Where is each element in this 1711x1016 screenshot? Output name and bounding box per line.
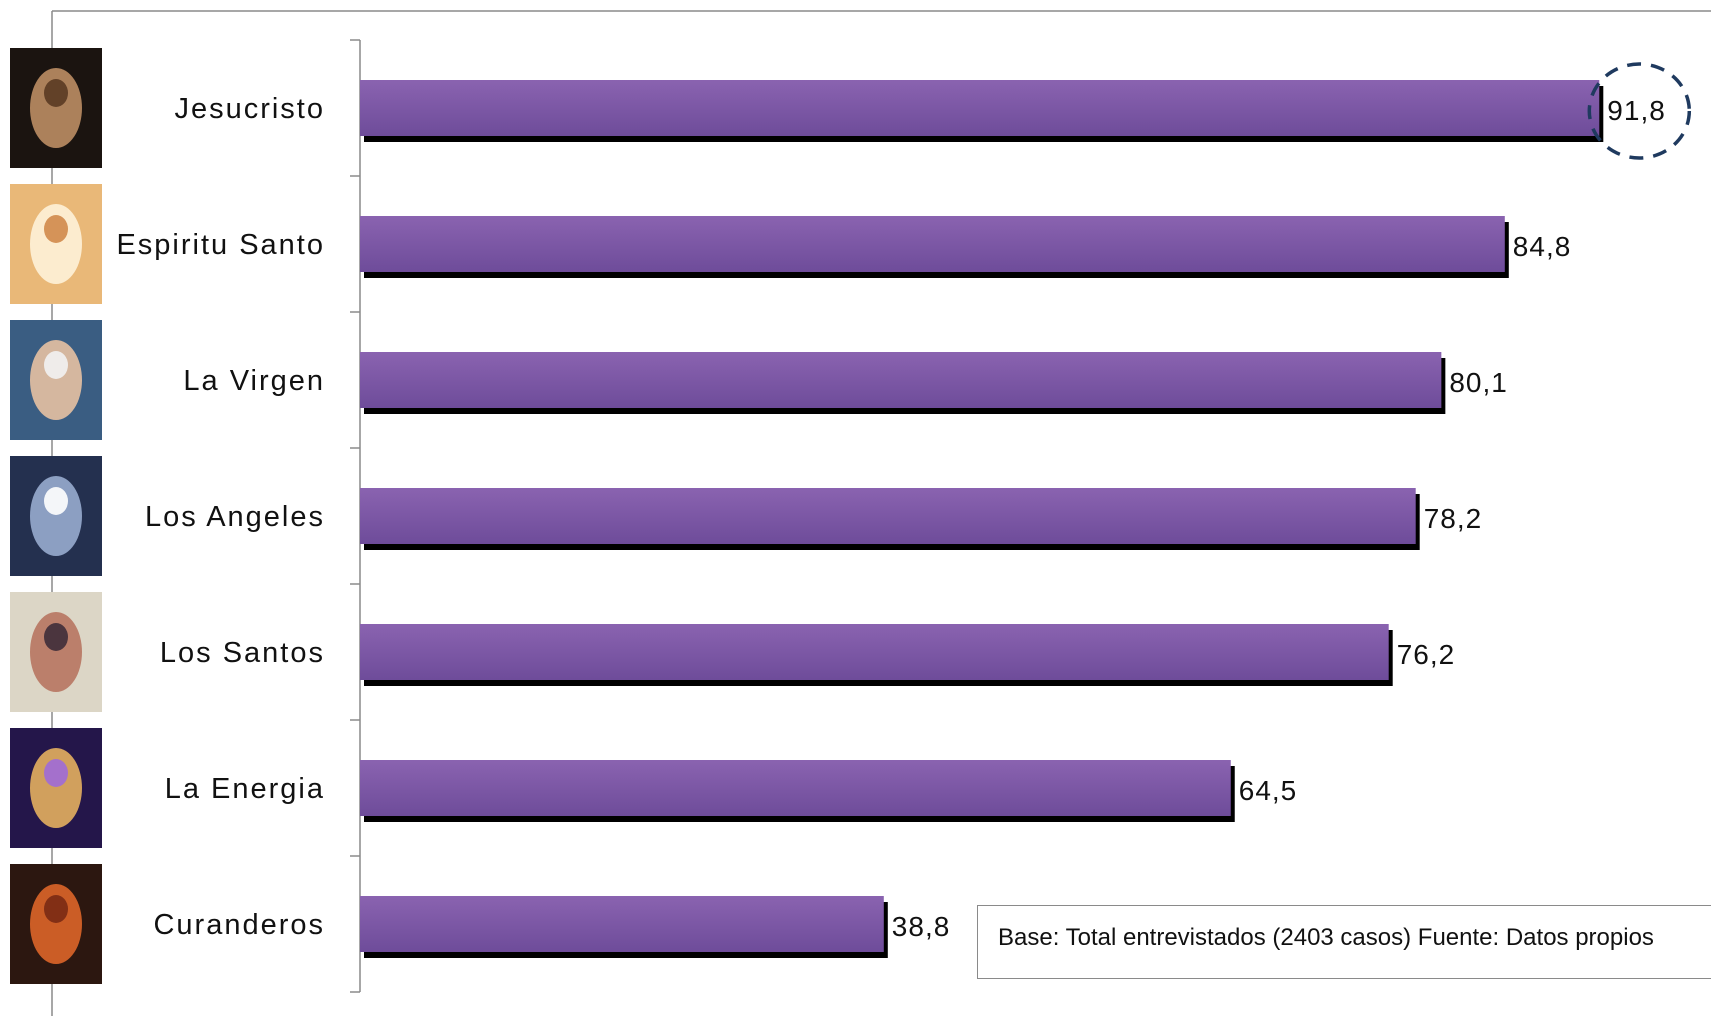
- energy-hands-icon: [10, 728, 102, 848]
- value-labels: 91,8 84,8 80,1 78,2 76,2 64,5 38,8: [892, 95, 1666, 942]
- holy-spirit-dove-icon: [10, 184, 102, 304]
- value-label: 38,8: [892, 911, 951, 942]
- category-label: Jesucristo: [174, 93, 325, 125]
- source-footnote: Base: Total entrevistados (2403 casos) F…: [977, 905, 1711, 979]
- category-icons: [10, 48, 102, 984]
- category-label: Los Angeles: [145, 501, 325, 533]
- crucifix-icon: [10, 48, 102, 168]
- value-label: 76,2: [1397, 639, 1456, 670]
- value-label: 84,8: [1513, 231, 1572, 262]
- category-axis: [350, 39, 361, 993]
- category-label: Los Santos: [160, 637, 325, 669]
- bar: [360, 624, 1389, 680]
- value-label: 91,8: [1607, 95, 1666, 126]
- bar: [360, 760, 1231, 816]
- value-label: 80,1: [1449, 367, 1508, 398]
- virgin-mary-icon: [10, 320, 102, 440]
- healers-icon: [10, 864, 102, 984]
- highlight-circle: [1587, 62, 1692, 160]
- bar: [360, 216, 1505, 272]
- bar: [360, 352, 1442, 408]
- category-label: Espiritu Santo: [116, 229, 325, 261]
- bar: [360, 896, 884, 952]
- saint-icon: [10, 592, 102, 712]
- angel-icon: [10, 456, 102, 576]
- value-label: 78,2: [1424, 503, 1483, 534]
- bar: [360, 488, 1416, 544]
- bar: [360, 80, 1600, 136]
- highlight: [1587, 62, 1692, 160]
- category-label: La Virgen: [183, 365, 325, 397]
- category-label: La Energia: [165, 773, 325, 805]
- value-label: 64,5: [1239, 775, 1298, 806]
- bars: [360, 80, 1604, 958]
- category-labels: Jesucristo Espiritu Santo La Virgen Los Ang…: [116, 93, 325, 941]
- category-label: Curanderos: [153, 909, 325, 941]
